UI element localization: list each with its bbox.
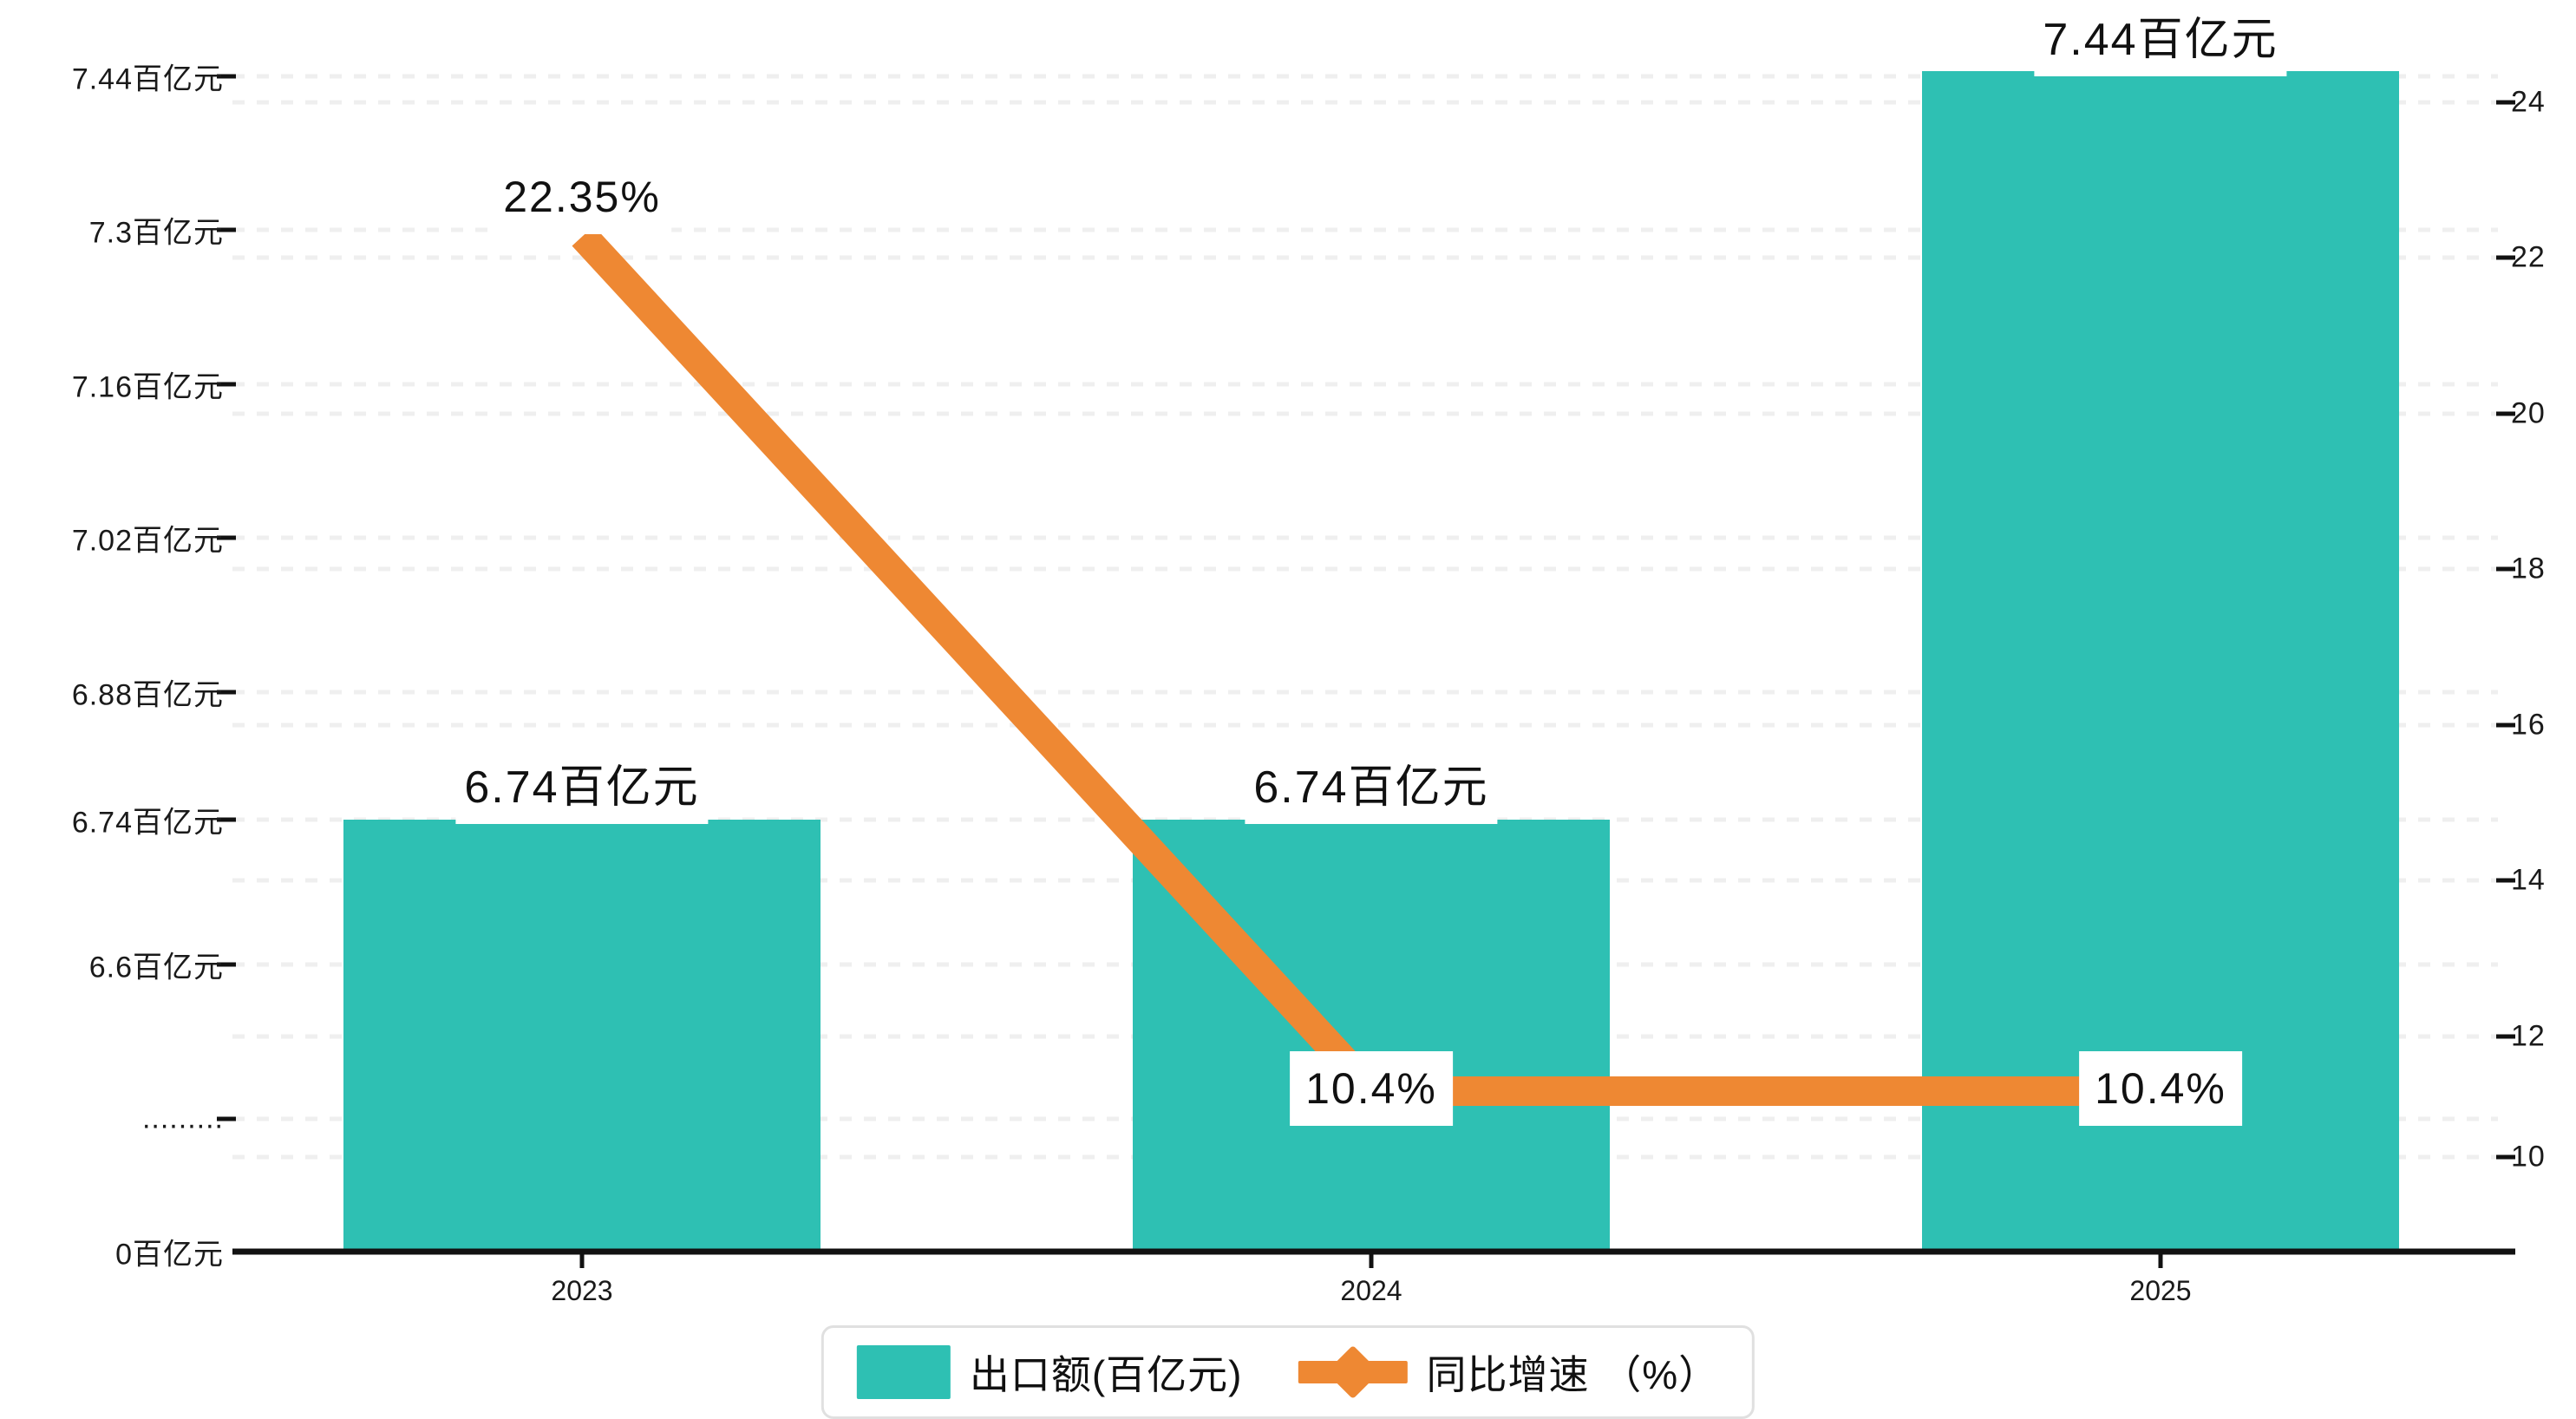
y-tick-label: 16 <box>2511 708 2546 742</box>
chart-legend: 出口额(百亿元) 同比增速 （%） <box>821 1325 1755 1419</box>
x-tick-label-2024: 2024 <box>1340 1275 1402 1306</box>
y-tick-label: 14 <box>2511 863 2546 897</box>
y-tick-label: 6.6百亿元 <box>88 951 224 984</box>
y-tick-label: 12 <box>2511 1019 2546 1053</box>
y-tick-label: 7.44百亿元 <box>71 62 224 96</box>
left-tick-marks <box>217 74 236 1121</box>
y-tick-label-dots: ......... <box>141 1102 224 1135</box>
y-tick-label: 18 <box>2511 552 2546 585</box>
legend-line-diamond-icon <box>1298 1344 1408 1400</box>
right-tick-marks <box>2496 100 2515 1160</box>
y-tick-label: 7.3百亿元 <box>88 216 224 250</box>
y-tick-label: 10 <box>2511 1140 2546 1174</box>
legend-item-line[interactable]: 同比增速 （%） <box>1298 1344 1719 1401</box>
legend-label-line: 同比增速 （%） <box>1426 1352 1720 1397</box>
legend-item-bar[interactable]: 出口额(百亿元) <box>856 1344 1243 1401</box>
x-tick-label-2025: 2025 <box>2129 1275 2192 1306</box>
bar-value-label-2024: 6.74百亿元 <box>1245 747 1498 824</box>
y-tick-label: 7.02百亿元 <box>71 524 224 558</box>
bar-value-label-2023: 6.74百亿元 <box>455 747 709 824</box>
legend-label-bar: 出口额(百亿元) <box>969 1352 1243 1397</box>
y-tick-label: 24 <box>2511 85 2546 119</box>
y-tick-label: 6.88百亿元 <box>71 678 224 712</box>
y-tick-label: 7.16百亿元 <box>71 370 224 404</box>
y-tick-label: 0百亿元 <box>115 1238 224 1272</box>
line-value-label-2025: 10.4% <box>2079 1051 2242 1126</box>
legend-bar-swatch-icon <box>856 1345 951 1399</box>
bar-series <box>343 71 2399 1251</box>
bar-2024 <box>1133 820 1610 1251</box>
line-value-label-2023: 22.35% <box>493 168 671 234</box>
bar-value-label-2025: 7.44百亿元 <box>2034 0 2287 76</box>
bar-2023 <box>343 820 821 1251</box>
x-tick-marks <box>579 1252 2163 1268</box>
y-tick-label: 22 <box>2511 240 2546 274</box>
y-tick-label: 20 <box>2511 396 2546 430</box>
line-value-label-2024: 10.4% <box>1290 1051 1453 1126</box>
x-tick-label-2023: 2023 <box>551 1275 613 1306</box>
y-tick-label: 6.74百亿元 <box>71 806 224 840</box>
